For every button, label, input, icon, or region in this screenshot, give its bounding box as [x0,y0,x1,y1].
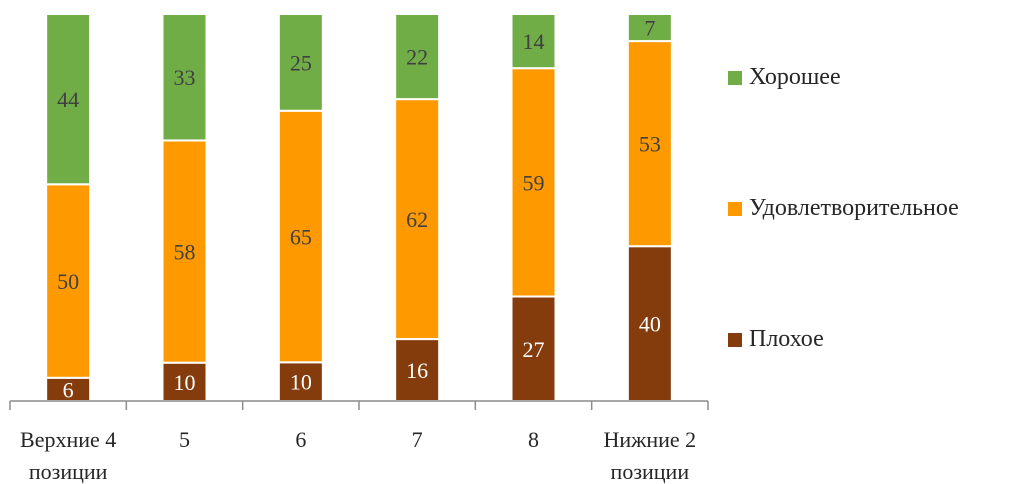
data-label: 50 [57,269,79,294]
x-tick-label: позиции [29,459,108,484]
legend-swatch-satisfactory [728,201,742,216]
data-label: 6 [63,377,74,402]
x-tick-label: 5 [179,427,190,452]
bar-segment [161,139,208,364]
bar-segment [161,361,208,402]
x-tick-label: Нижние 2 [603,427,696,452]
bar-segment [626,13,673,43]
bar-segment [626,245,673,402]
stacked-bar-chart: 6 50 44 Верхние 4 позиции 10 58 33 5 10 65 25 6 16 62 2… [9,13,709,484]
data-label: 59 [523,170,545,195]
legend-swatch-good [728,70,742,85]
legend: Хорошее Удовлетворительное Плохое [728,0,1019,484]
legend-item-good: Хорошее [728,64,841,91]
data-label: 14 [523,29,545,54]
x-tick-label: позиции [611,459,690,484]
data-label: 62 [406,207,428,232]
data-label: 10 [290,370,312,395]
bar-segment [45,183,92,379]
bar-segment [277,109,324,364]
legend-label-bad: Плохое [749,326,824,352]
legend-item-bad: Плохое [728,326,824,353]
x-tick-label: 8 [528,427,539,452]
bar-segment [626,40,673,248]
data-label: 53 [639,132,661,157]
x-tick-label: 7 [412,427,423,452]
bar-segment [510,13,557,70]
data-label: 25 [290,50,312,75]
data-label: 27 [523,337,545,362]
bar-segment [45,13,92,186]
legend-swatch-bad [728,332,742,347]
bar-segment [510,67,557,298]
data-label: 65 [290,225,312,250]
x-tick-label: 6 [295,427,306,452]
data-label: 40 [639,312,661,337]
bar-segment [277,13,324,112]
legend-label-good: Хорошее [749,64,841,90]
legend-label-satisfactory: Удовлетворительное [749,195,959,221]
data-label: 33 [174,65,196,90]
data-label: 22 [406,45,428,70]
legend-item-satisfactory: Удовлетворительное [728,195,959,222]
bar-segment [161,13,208,142]
bar-segment [510,295,557,403]
bar-segment [394,338,441,402]
data-label: 7 [644,16,655,41]
data-label: 58 [174,240,196,265]
x-tick-label: Верхние 4 [20,427,116,452]
data-label: 16 [406,358,428,383]
bar-segment [394,13,441,101]
data-label: 44 [57,87,79,112]
data-label: 10 [174,370,196,395]
